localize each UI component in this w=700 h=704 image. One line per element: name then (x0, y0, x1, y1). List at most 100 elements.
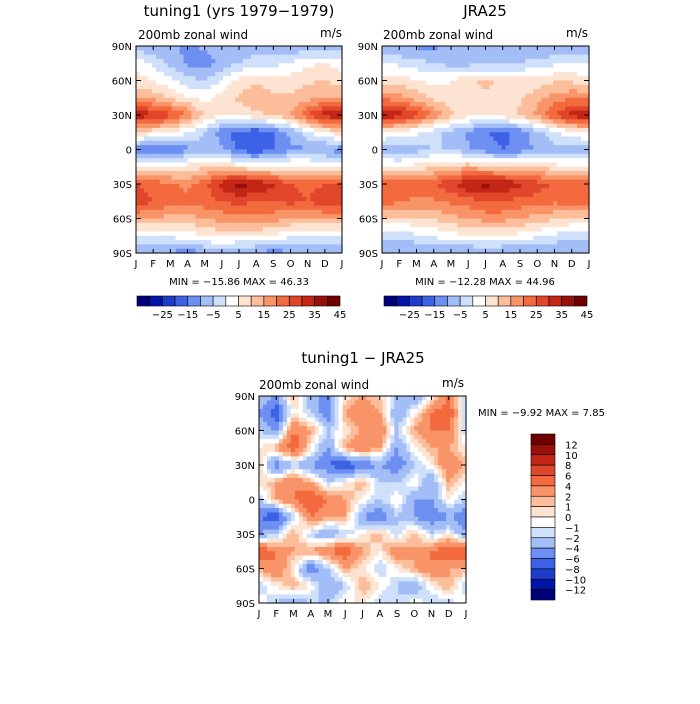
field-cell (438, 111, 443, 116)
field-cell (239, 175, 244, 180)
field-cell (565, 214, 570, 219)
field-cell (172, 46, 177, 51)
field-cell (517, 197, 522, 202)
field-cell (553, 68, 558, 73)
field-cell (188, 158, 193, 163)
field-cell (291, 81, 296, 86)
field-cell (386, 206, 391, 211)
field-cell (386, 158, 391, 163)
field-cell (215, 162, 220, 167)
field-cell (310, 106, 315, 111)
field-cell (434, 76, 439, 81)
field-cell (176, 59, 181, 64)
field-cell (414, 98, 419, 103)
field-cell (545, 201, 550, 206)
field-cell (390, 175, 395, 180)
field-cell (164, 141, 169, 146)
field-cell (267, 206, 272, 211)
field-cell (489, 197, 494, 202)
field-cell (505, 223, 510, 228)
field-cell (235, 197, 240, 202)
field-cell (497, 150, 502, 155)
field-cell (410, 154, 415, 159)
field-cell (454, 119, 459, 124)
field-cell (243, 98, 248, 103)
field-cell (505, 236, 510, 241)
field-cell (283, 93, 288, 98)
field-cell (184, 171, 189, 176)
field-cell (235, 167, 240, 172)
field-cell (557, 128, 562, 133)
field-cell (148, 50, 153, 55)
field-cell (577, 119, 582, 124)
field-cell (211, 158, 216, 163)
field-cell (140, 106, 145, 111)
field-cell (434, 188, 439, 193)
field-cell (422, 81, 427, 86)
field-cell (247, 59, 252, 64)
field-cell (573, 119, 578, 124)
field-cell (160, 219, 165, 224)
field-cell (231, 72, 236, 77)
field-cell (283, 76, 288, 81)
field-cell (382, 206, 387, 211)
field-cell (410, 175, 415, 180)
field-cell (529, 236, 534, 241)
field-cell (156, 72, 161, 77)
field-cell (168, 106, 173, 111)
field-cell (446, 76, 451, 81)
field-cell (434, 223, 439, 228)
field-cell (136, 188, 141, 193)
field-cell (533, 184, 538, 189)
field-cell (537, 223, 542, 228)
field-cell (577, 193, 582, 198)
field-cell (537, 72, 542, 77)
field-cell (513, 240, 518, 245)
field-cell (326, 201, 331, 206)
field-cell (426, 68, 431, 73)
field-cell (533, 231, 538, 236)
field-cell (454, 124, 459, 129)
field-cell (529, 227, 534, 232)
field-cell (294, 132, 299, 137)
field-cell (434, 240, 439, 245)
field-cell (326, 180, 331, 185)
field-cell (525, 154, 530, 159)
field-cell (334, 50, 339, 55)
field-cell (537, 102, 542, 107)
field-cell (489, 150, 494, 155)
field-cell (298, 137, 303, 142)
field-cell (156, 63, 161, 68)
field-cell (497, 193, 502, 198)
field-cell (394, 188, 399, 193)
field-cell (410, 244, 415, 249)
field-cell (565, 167, 570, 172)
field-cell (199, 175, 204, 180)
field-cell (402, 55, 407, 60)
field-cell (168, 223, 173, 228)
field-cell (160, 175, 165, 180)
field-cell (180, 119, 185, 124)
colorbar-swatch (226, 296, 239, 306)
field-cell (283, 197, 288, 202)
field-cell (561, 197, 566, 202)
field-cell (310, 124, 315, 129)
field-cell (533, 128, 538, 133)
field-cell (406, 197, 411, 202)
field-cell (406, 219, 411, 224)
field-cell (306, 223, 311, 228)
field-cell (382, 124, 387, 129)
panel-tuning1-stats: MIN = −15.86 MAX = 46.33 (169, 277, 309, 288)
field-cell (561, 193, 566, 198)
field-cell (255, 119, 260, 124)
field-cell (239, 106, 244, 111)
field-cell (215, 59, 220, 64)
field-cell (505, 119, 510, 124)
field-cell (136, 206, 141, 211)
field-cell (541, 85, 546, 90)
field-cell (422, 171, 427, 176)
field-cell (219, 171, 224, 176)
field-cell (156, 184, 161, 189)
field-cell (573, 98, 578, 103)
field-cell (581, 193, 586, 198)
